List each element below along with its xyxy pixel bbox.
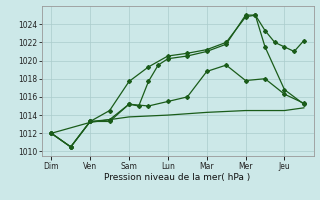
X-axis label: Pression niveau de la mer( hPa ): Pression niveau de la mer( hPa ) [104,173,251,182]
